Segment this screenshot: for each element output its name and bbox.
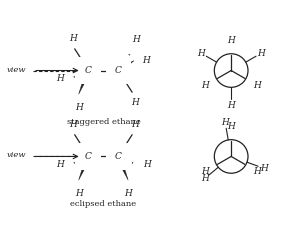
Text: H: H <box>131 98 139 107</box>
Text: C: C <box>85 152 92 161</box>
Text: H: H <box>202 167 209 176</box>
Text: view: view <box>6 65 26 74</box>
Text: eclipsed ethane: eclipsed ethane <box>70 200 137 208</box>
Text: H: H <box>69 34 77 43</box>
Polygon shape <box>79 155 91 180</box>
Text: H: H <box>75 103 83 112</box>
Text: H: H <box>75 189 83 198</box>
Text: H: H <box>132 35 140 44</box>
Text: C: C <box>115 152 122 161</box>
Text: H: H <box>257 49 265 58</box>
Text: H: H <box>227 122 235 131</box>
Polygon shape <box>117 61 134 73</box>
Text: H: H <box>131 120 139 129</box>
Text: C: C <box>85 66 92 75</box>
Text: H: H <box>143 160 151 169</box>
Text: H: H <box>260 164 268 173</box>
Polygon shape <box>79 70 91 94</box>
Text: staggered ethane: staggered ethane <box>66 118 140 126</box>
Text: H: H <box>202 81 209 90</box>
Text: C: C <box>115 66 122 75</box>
Polygon shape <box>116 155 128 180</box>
Text: H: H <box>201 174 209 183</box>
Text: H: H <box>56 160 64 169</box>
Text: H: H <box>69 120 77 129</box>
Text: view: view <box>6 151 26 160</box>
Text: H: H <box>124 189 132 198</box>
Text: H: H <box>253 167 261 176</box>
Text: H: H <box>197 49 205 58</box>
Text: H: H <box>227 36 235 45</box>
Text: H: H <box>56 74 64 83</box>
Text: H: H <box>253 81 261 90</box>
Text: H: H <box>221 118 229 127</box>
Text: H: H <box>142 56 150 65</box>
Text: H: H <box>227 101 235 110</box>
